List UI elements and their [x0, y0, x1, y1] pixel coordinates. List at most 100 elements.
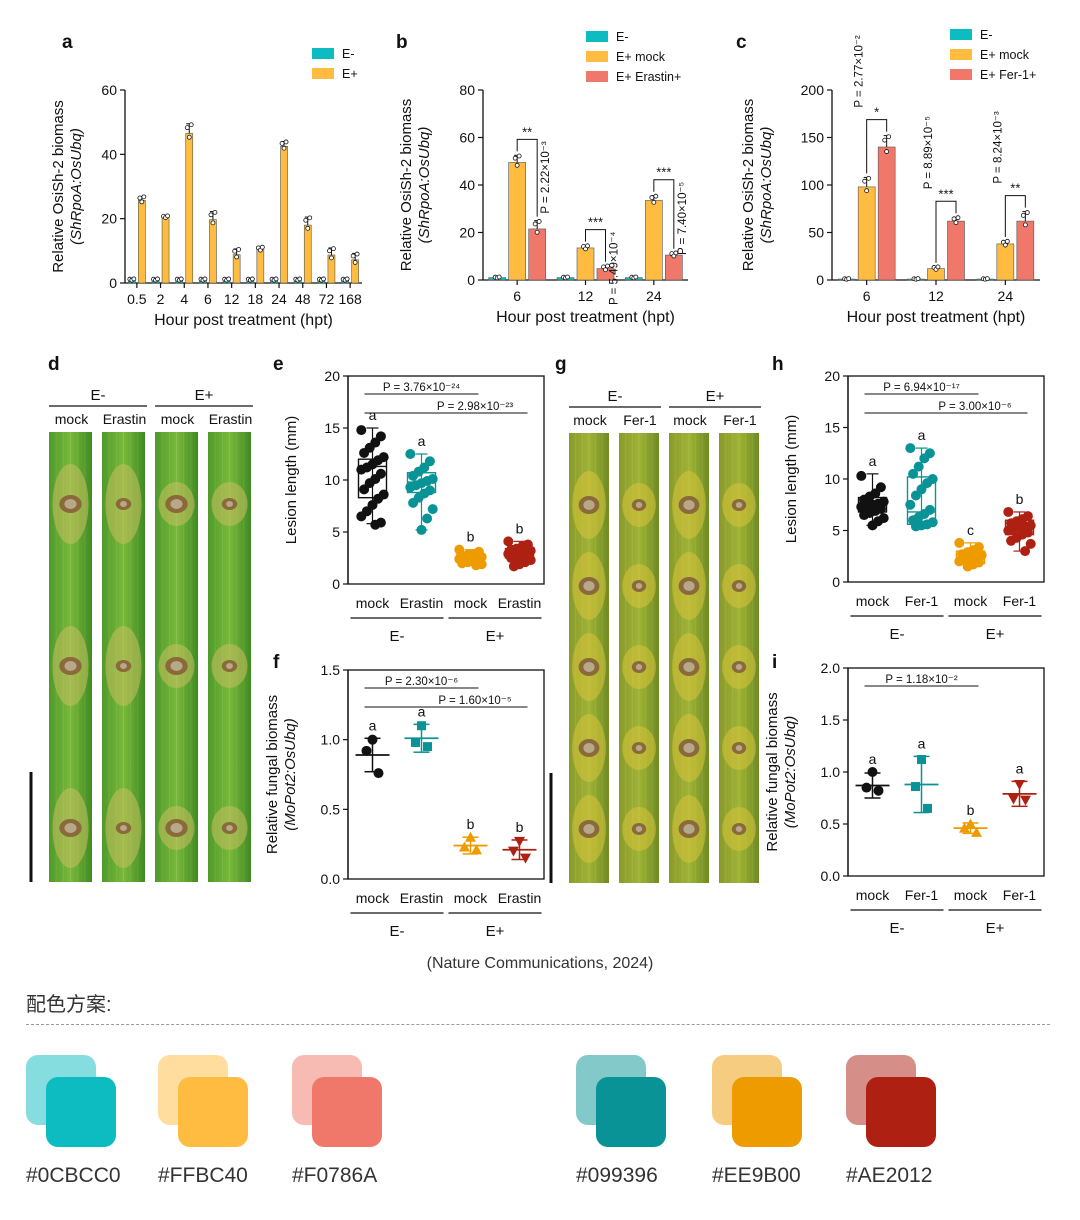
panel-g-lesion-center: [683, 824, 695, 834]
panel-b-stars: ***: [656, 165, 671, 180]
panel-f-y-tick-label: 0.5: [321, 801, 341, 817]
panel-g-lesion-center: [735, 583, 743, 589]
panel-c-legend-swatch: [950, 29, 972, 40]
panel-i-ylabel-subtext: (MoPot2:OsUbq): [782, 716, 799, 829]
panel-c-y-tick-label: 0: [816, 272, 824, 288]
panel-f-ylabel-subtext: (MoPot2:OsUbq): [282, 718, 299, 831]
panel-e-data-point: [370, 519, 381, 530]
palette-swatch-4: [712, 1055, 822, 1165]
panel-c-data-point: [915, 276, 921, 282]
panel-h-data-point: [856, 501, 867, 512]
panel-a-data-point: [184, 125, 190, 131]
panel-c-legend-label: E+ mock: [980, 48, 1030, 62]
panel-h-data-point: [908, 468, 919, 479]
panel-c-p-value-text: P = 2.77×10⁻²: [854, 35, 866, 108]
panel-c-data-point: [882, 137, 888, 143]
panel-e-data-point: [359, 484, 370, 495]
panel-e-x-tick-label: Erastin: [498, 595, 542, 611]
panel-i-data-point: [1020, 795, 1031, 806]
panel-e-data-point: [356, 464, 367, 475]
panel-c-data-point: [1004, 238, 1010, 244]
panel-c-data-point: [984, 276, 990, 282]
panel-f-data-point: [423, 742, 432, 752]
panel-a-x-tick-label: 2: [157, 291, 165, 307]
panel-c-bar: [877, 146, 896, 281]
panel-e-comparison-label: P = 3.76×10⁻²⁴: [383, 382, 460, 394]
panel-i-data-point: [965, 818, 976, 829]
palette-label-2: #F0786A: [292, 1164, 378, 1187]
panel-b-legend-swatch: [586, 51, 608, 62]
panel-f-group-label: E-: [390, 923, 405, 940]
panel-b-data-point: [532, 221, 538, 227]
panel-b-xlabel: Hour post treatment (hpt): [496, 309, 675, 326]
panel-a-data-point: [202, 276, 208, 282]
panel-i-y-tick-label: 2.0: [821, 660, 841, 676]
panel-f-x-tick-label: Erastin: [400, 890, 444, 906]
panel-h-chart: h Lesion length (mm) mock Fer-1 mock Fer-1 E- E…: [772, 354, 1045, 643]
panel-i-significance-letter: a: [869, 751, 877, 767]
panel-f-data-point: [417, 721, 426, 731]
panel-e-data-point: [359, 447, 370, 458]
panel-c-xlabel: Hour post treatment (hpt): [847, 309, 1026, 326]
panel-h-y-tick-label: 5: [832, 523, 840, 539]
panel-f-data-point: [471, 844, 482, 855]
palette-swatch-2: [292, 1055, 402, 1165]
panel-a-data-point: [350, 253, 356, 259]
panel-f-group-label: E+: [486, 923, 505, 940]
palette-label-3: #099396: [576, 1164, 658, 1187]
panel-b-data-point: [536, 219, 542, 224]
panel-g-lane-label: Fer-1: [723, 412, 757, 428]
panel-f-x-tick-label: Erastin: [498, 890, 542, 906]
palette-swatch-0: [26, 1055, 136, 1165]
panel-i-group-label: E-: [890, 920, 905, 937]
panel-h-data-point: [905, 443, 916, 454]
panel-c-data-point: [951, 216, 957, 222]
panel-c-data-point: [1022, 222, 1028, 228]
panel-g-lane-label: mock: [573, 412, 607, 428]
panel-b-data-point: [651, 199, 657, 205]
panel-c-letter: c: [736, 32, 747, 53]
panel-e-data-point: [422, 513, 433, 524]
panel-e-chart: e Lesion length (mm) mock Erastin mock Erasti…: [273, 354, 545, 645]
panel-a-y-tick-label: 20: [101, 211, 117, 227]
panel-c-p-value-text: P = 8.24×10⁻³: [992, 111, 1004, 184]
panel-h-data-point: [962, 561, 973, 572]
panel-e-box: [357, 458, 388, 499]
panel-b-p-value: P = 7.40×10⁻⁵: [677, 181, 689, 255]
panel-a-x-tick-label: 48: [295, 291, 311, 307]
panel-c-significance: * P = 2.77×10⁻²: [854, 35, 888, 174]
panel-i-data-point: [861, 782, 872, 793]
panel-e-data-point: [408, 497, 419, 508]
figure-caption: (Nature Communications, 2024): [426, 955, 654, 972]
panel-e-letter: e: [273, 354, 284, 375]
panel-i-data-point: [873, 785, 884, 796]
panel-h-x-tick-label: mock: [954, 593, 988, 609]
panel-a-data-point: [273, 276, 279, 282]
panel-h-y-tick-label: 20: [824, 368, 840, 384]
panel-c-data-point: [935, 264, 941, 270]
panel-h-data-point: [910, 521, 921, 532]
panel-b-data-point: [649, 195, 655, 200]
panel-i-significance-letter: a: [918, 735, 926, 751]
panel-b-chart: b Relative OsiSh-2 biomass (ShRpoA:OsUbq) 6…: [396, 30, 689, 326]
panel-a-data-point: [297, 276, 303, 282]
panel-i-ylabel: Relative fungal biomass (MoPot2:OsUbq): [764, 692, 799, 851]
panel-b-ylabel-subtext: (ShRpoA:OsUbq): [416, 127, 433, 244]
panel-f-data-point: [411, 737, 420, 747]
panel-a-ylabel-subtext: (ShRpoA:OsUbq): [68, 128, 85, 245]
panel-d-lesion-center: [226, 501, 233, 507]
panel-a-bar: [185, 133, 194, 284]
panel-h-data-point: [905, 499, 916, 510]
panel-f-data-point: [520, 853, 531, 864]
panel-a-bar: [256, 248, 265, 284]
panel-a-data-point: [281, 145, 287, 151]
panel-f-y-tick-label: 0.0: [321, 871, 341, 887]
panel-a-y-tick-label: 60: [101, 82, 117, 98]
panel-a-data-point: [141, 194, 147, 200]
panel-a-data-point: [178, 276, 184, 282]
panel-f-x-tick-label: mock: [454, 890, 488, 906]
palette-label-4: #EE9B00: [712, 1164, 801, 1187]
panel-e-data-point: [408, 470, 419, 481]
panel-e-comparison-label: P = 2.98×10⁻²³: [437, 401, 513, 413]
panel-b-bar: [576, 247, 595, 281]
